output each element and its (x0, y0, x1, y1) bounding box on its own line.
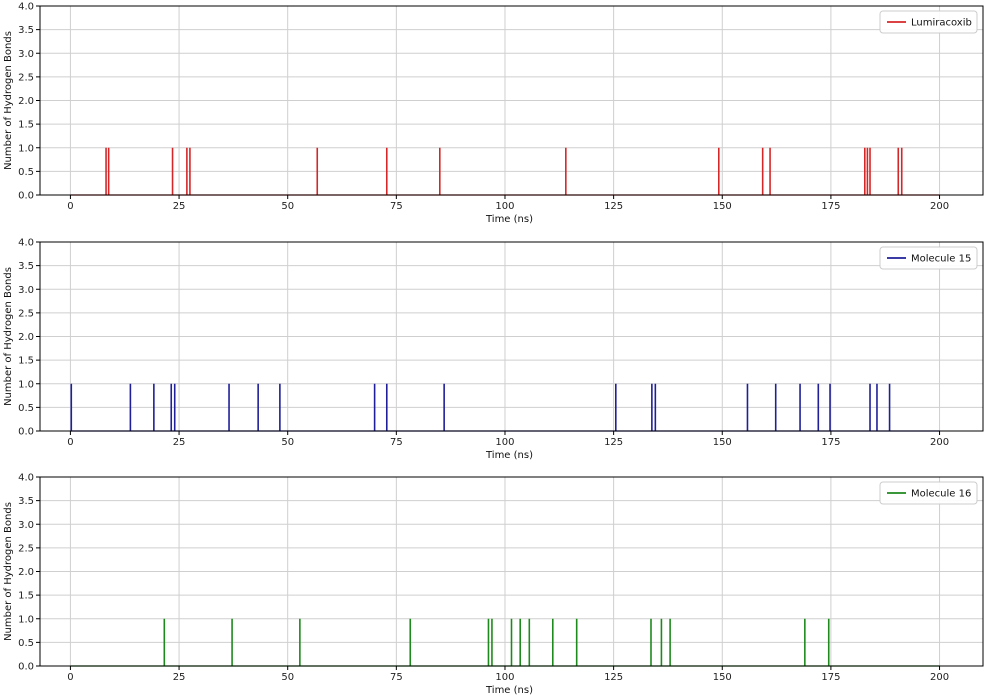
x-axis-label: Time (ns) (485, 685, 533, 696)
y-tick-label: 2.5 (18, 543, 34, 554)
x-tick-label: 100 (495, 437, 514, 448)
y-tick-label: 1.5 (18, 591, 34, 602)
legend: Lumiracoxib (879, 10, 978, 34)
x-tick-label: 50 (281, 201, 294, 212)
legend-label: Molecule 16 (911, 489, 971, 500)
x-tick-label: 200 (930, 672, 949, 683)
x-tick-label: 125 (604, 201, 623, 212)
legend-box (879, 246, 978, 270)
legend-box (879, 481, 978, 505)
y-axis-label: Number of Hydrogen Bonds (3, 31, 14, 170)
y-tick-label: 0.5 (18, 167, 34, 178)
x-tick-label: 75 (390, 672, 403, 683)
x-tick-label: 0 (67, 672, 73, 683)
chart-panel-3: 0 25 50 75 100 125 150 175 200 0.0 0.5 1.0 1.5 2.0 2.5… (3, 473, 984, 696)
x-tick-label: 150 (713, 672, 732, 683)
x-axis-label: Time (ns) (485, 450, 533, 461)
x-tick-label: 125 (604, 437, 623, 448)
y-axis-label: Number of Hydrogen Bonds (3, 502, 14, 641)
x-axis-label: Time (ns) (485, 214, 533, 225)
y-tick-label: 0.0 (18, 427, 34, 438)
y-tick-label: 3.5 (18, 25, 34, 36)
x-tick-label: 100 (495, 201, 514, 212)
legend: Molecule 15 (879, 246, 978, 270)
legend-label: Molecule 15 (911, 254, 971, 265)
y-tick-label: 0.0 (18, 662, 34, 673)
x-tick-label: 75 (390, 201, 403, 212)
y-tick-label: 3.0 (18, 49, 34, 60)
y-tick-label: 1.5 (18, 356, 34, 367)
legend-box (879, 10, 978, 34)
x-tick-label: 100 (495, 672, 514, 683)
legend-label: Lumiracoxib (911, 18, 972, 29)
x-tick-label: 25 (173, 201, 186, 212)
y-tick-label: 3.0 (18, 520, 34, 531)
y-tick-label: 1.0 (18, 614, 34, 625)
x-tick-label: 150 (713, 201, 732, 212)
x-tick-label: 25 (173, 672, 186, 683)
y-tick-label: 2.0 (18, 96, 34, 107)
chart-panel-2: 0 25 50 75 100 125 150 175 200 0.0 0.5 1.0 1.5 2.0 2.5… (3, 238, 984, 461)
x-tick-label: 50 (281, 672, 294, 683)
y-tick-label: 4.0 (18, 2, 34, 13)
x-tick-label: 125 (604, 672, 623, 683)
y-tick-label: 2.0 (18, 332, 34, 343)
y-tick-label: 2.0 (18, 567, 34, 578)
y-tick-label: 0.0 (18, 191, 34, 202)
x-tick-label: 200 (930, 437, 949, 448)
x-tick-label: 175 (821, 437, 840, 448)
x-tick-label: 200 (930, 201, 949, 212)
x-tick-label: 25 (173, 437, 186, 448)
y-tick-label: 2.5 (18, 72, 34, 83)
chart-panel-1: 0 25 50 75 100 125 150 175 200 0.0 0.5 1.0 1.5 2.0 2.5… (3, 2, 984, 225)
x-tick-label: 0 (67, 201, 73, 212)
y-tick-label: 1.0 (18, 379, 34, 390)
legend: Molecule 16 (879, 481, 978, 505)
y-tick-label: 4.0 (18, 238, 34, 249)
y-tick-label: 1.5 (18, 120, 34, 131)
y-tick-label: 0.5 (18, 638, 34, 649)
x-tick-label: 150 (713, 437, 732, 448)
y-axis-label: Number of Hydrogen Bonds (3, 267, 14, 406)
x-tick-label: 175 (821, 672, 840, 683)
y-tick-label: 3.0 (18, 285, 34, 296)
x-tick-label: 175 (821, 201, 840, 212)
x-tick-label: 0 (67, 437, 73, 448)
y-tick-label: 3.5 (18, 261, 34, 272)
y-tick-label: 3.5 (18, 496, 34, 507)
y-tick-label: 0.5 (18, 403, 34, 414)
x-tick-label: 75 (390, 437, 403, 448)
y-tick-label: 1.0 (18, 143, 34, 154)
y-tick-label: 2.5 (18, 308, 34, 319)
y-tick-label: 4.0 (18, 473, 34, 484)
x-tick-label: 50 (281, 437, 294, 448)
